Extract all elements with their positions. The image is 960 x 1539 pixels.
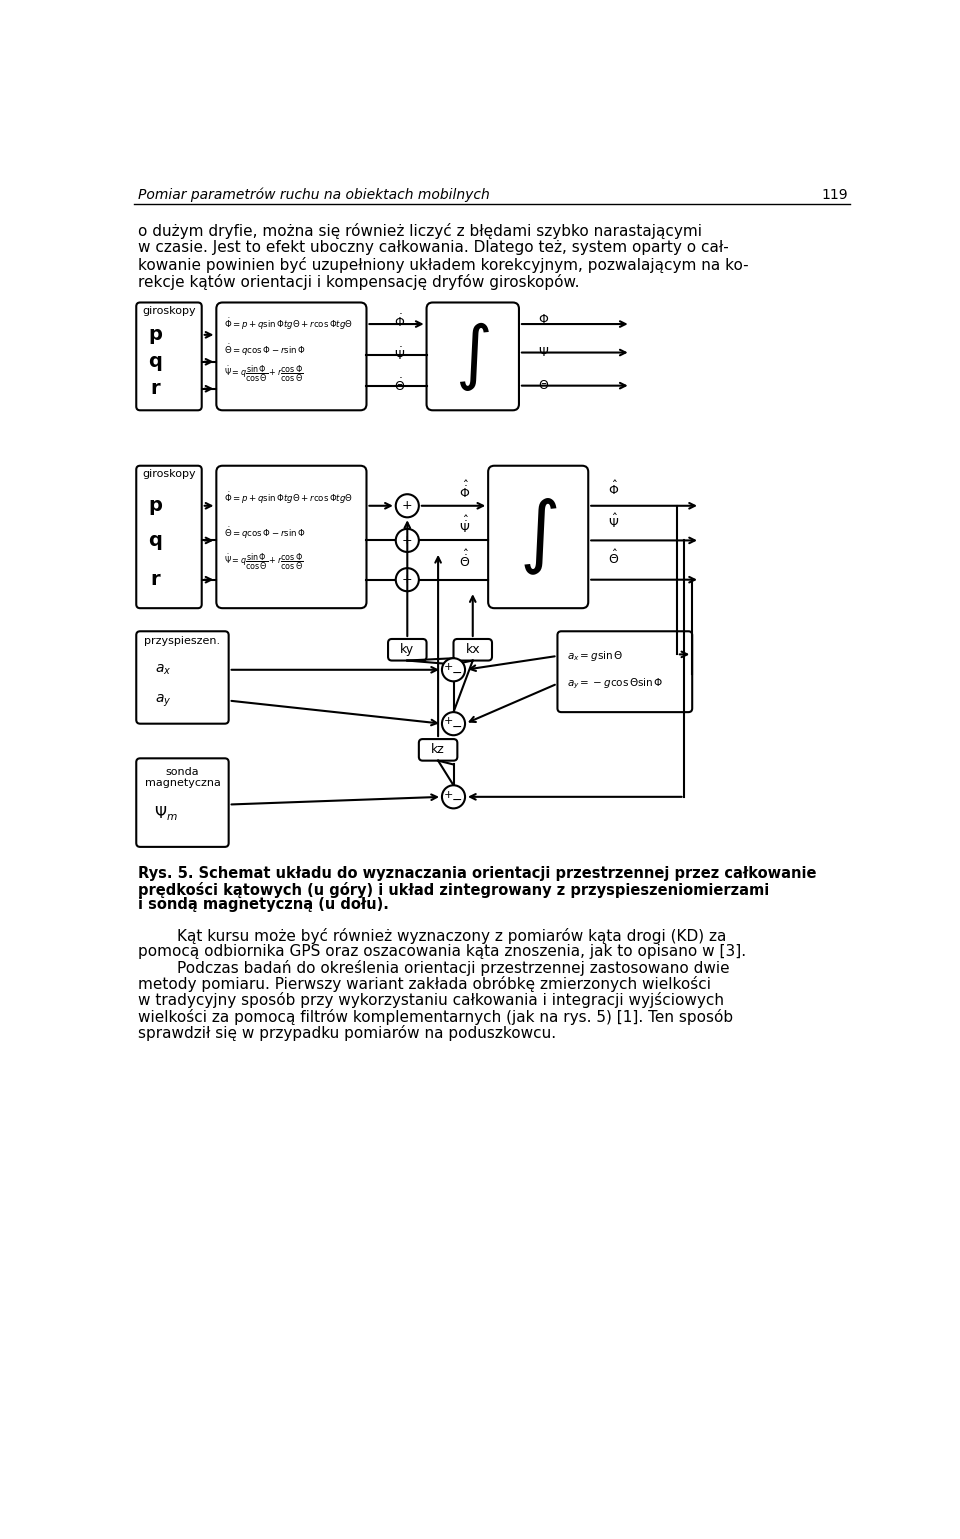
Text: p: p [149,325,162,345]
Text: +: + [402,534,413,546]
Text: $\Phi$: $\Phi$ [539,312,549,326]
Text: $a_y=-g\cos\Theta\sin\Phi$: $a_y=-g\cos\Theta\sin\Phi$ [566,677,663,691]
FancyBboxPatch shape [453,639,492,660]
Text: magnetyczna: magnetyczna [145,779,221,788]
Text: $\dot{\Theta}=q\cos\Phi-r\sin\Phi$: $\dot{\Theta}=q\cos\Phi-r\sin\Phi$ [224,525,305,542]
Text: $\dot{\Psi}=q\dfrac{\sin\Phi}{\cos\Theta}+r\dfrac{\cos\Phi}{\cos\Theta}$: $\dot{\Psi}=q\dfrac{\sin\Phi}{\cos\Theta… [224,551,303,573]
Text: metody pomiaru. Pierwszy wariant zakłada obróbkę zmierzonych wielkości: metody pomiaru. Pierwszy wariant zakłada… [138,976,710,993]
Text: −: − [452,794,463,806]
Text: $a_x=g\sin\Theta$: $a_x=g\sin\Theta$ [566,649,623,663]
FancyBboxPatch shape [136,759,228,846]
Text: −: − [452,722,463,734]
Text: w tradycyjny sposób przy wykorzystaniu całkowania i integracji wyjściowych: w tradycyjny sposób przy wykorzystaniu c… [138,993,724,1008]
Text: $a_y$: $a_y$ [155,693,172,709]
Circle shape [442,785,465,808]
Circle shape [396,494,419,517]
Text: Pomiar parametrów ruchu na obiektach mobilnych: Pomiar parametrów ruchu na obiektach mob… [138,188,490,202]
FancyBboxPatch shape [136,631,228,723]
Text: p: p [149,496,162,516]
Text: i sondą magnetyczną (u dołu).: i sondą magnetyczną (u dołu). [138,897,389,913]
Text: kx: kx [466,643,480,656]
Text: prędkości kątowych (u góry) i układ zintegrowany z przyspieszeniomierzami: prędkości kątowych (u góry) i układ zint… [138,882,769,897]
Text: q: q [149,531,162,549]
Circle shape [396,529,419,553]
FancyBboxPatch shape [558,631,692,713]
FancyBboxPatch shape [216,466,367,608]
Text: giroskopy: giroskopy [142,306,196,315]
Text: +: + [402,499,413,512]
Text: ky: ky [400,643,415,656]
Text: sonda: sonda [166,766,200,777]
Text: $\Psi$: $\Psi$ [539,346,549,359]
Text: q: q [149,352,162,371]
Text: $\hat{\dot{\Psi}}$: $\hat{\dot{\Psi}}$ [460,514,470,536]
Text: sprawdził się w przypadku pomiarów na poduszkowcu.: sprawdził się w przypadku pomiarów na po… [138,1025,556,1040]
Circle shape [442,659,465,682]
Text: $\hat{\dot{\Theta}}$: $\hat{\dot{\Theta}}$ [460,549,470,571]
Text: r: r [151,569,160,589]
FancyBboxPatch shape [388,639,426,660]
Circle shape [442,713,465,736]
Text: $\dot{\Theta}=q\cos\Phi-r\sin\Phi$: $\dot{\Theta}=q\cos\Phi-r\sin\Phi$ [224,342,305,359]
Text: 119: 119 [822,188,849,202]
FancyBboxPatch shape [426,303,519,411]
FancyBboxPatch shape [216,303,367,411]
Text: +: + [444,716,453,726]
Text: giroskopy: giroskopy [142,469,196,479]
Text: $\dot{\Phi}$: $\dot{\Phi}$ [394,314,405,329]
FancyBboxPatch shape [136,303,202,411]
Text: +: + [444,790,453,800]
Text: $\hat{\Theta}$: $\hat{\Theta}$ [608,549,618,568]
Text: $\dot{\Phi}=p+q\sin\Phi tg\Theta+r\cos\Phi tg\Theta$: $\dot{\Phi}=p+q\sin\Phi tg\Theta+r\cos\P… [224,315,353,332]
FancyBboxPatch shape [419,739,457,760]
Text: +: + [402,573,413,586]
Text: $\hat{\Phi}$: $\hat{\Phi}$ [608,480,618,497]
Text: $\hat{\Psi}$: $\hat{\Psi}$ [608,512,618,531]
Text: $\int$: $\int$ [455,320,491,392]
Text: $\int$: $\int$ [519,497,558,577]
FancyBboxPatch shape [488,466,588,608]
Text: $\hat{\dot{\Phi}}$: $\hat{\dot{\Phi}}$ [460,480,470,502]
Text: $\dot{\Phi}=p+q\sin\Phi tg\Theta+r\cos\Phi tg\Theta$: $\dot{\Phi}=p+q\sin\Phi tg\Theta+r\cos\P… [224,489,353,506]
Text: −: − [452,666,463,680]
Text: w czasie. Jest to efekt uboczny całkowania. Dlatego też, system oparty o cał-: w czasie. Jest to efekt uboczny całkowan… [138,240,729,255]
Text: o dużym dryfie, można się również liczyć z błędami szybko narastającymi: o dużym dryfie, można się również liczyć… [138,223,702,239]
Text: $\dot{\Theta}$: $\dot{\Theta}$ [394,377,405,394]
Text: Rys. 5. Schemat układu do wyznaczania orientacji przestrzennej przez całkowanie: Rys. 5. Schemat układu do wyznaczania or… [138,866,816,882]
Text: +: + [444,662,453,673]
Text: wielkości za pomocą filtrów komplementarnych (jak na rys. 5) [1]. Ten sposób: wielkości za pomocą filtrów komplementar… [138,1008,732,1025]
Text: pomocą odbiornika GPS oraz oszacowania kąta znoszenia, jak to opisano w [3].: pomocą odbiornika GPS oraz oszacowania k… [138,943,746,959]
Text: $\Theta$: $\Theta$ [539,379,549,392]
Text: kowanie powinien być uzupełniony układem korekcyjnym, pozwalającym na ko-: kowanie powinien być uzupełniony układem… [138,257,749,272]
Text: rekcje kątów orientacji i kompensację dryfów giroskopów.: rekcje kątów orientacji i kompensację dr… [138,274,579,289]
Text: r: r [151,379,160,399]
Text: Podczas badań do określenia orientacji przestrzennej zastosowano dwie: Podczas badań do określenia orientacji p… [138,960,730,976]
Text: kz: kz [431,743,445,756]
Text: $\dot{\Psi}=q\dfrac{\sin\Phi}{\cos\Theta}+r\dfrac{\cos\Phi}{\cos\Theta}$: $\dot{\Psi}=q\dfrac{\sin\Phi}{\cos\Theta… [224,363,303,385]
Text: Kąt kursu może być również wyznaczony z pomiarów kąta drogi (KD) za: Kąt kursu może być również wyznaczony z … [138,928,726,943]
Text: $\Psi_m$: $\Psi_m$ [154,805,178,823]
FancyBboxPatch shape [136,466,202,608]
Text: $\dot{\Psi}$: $\dot{\Psi}$ [394,346,405,363]
Text: $a_x$: $a_x$ [155,663,172,677]
Text: przyspieszen.: przyspieszen. [144,636,221,646]
Circle shape [396,568,419,591]
